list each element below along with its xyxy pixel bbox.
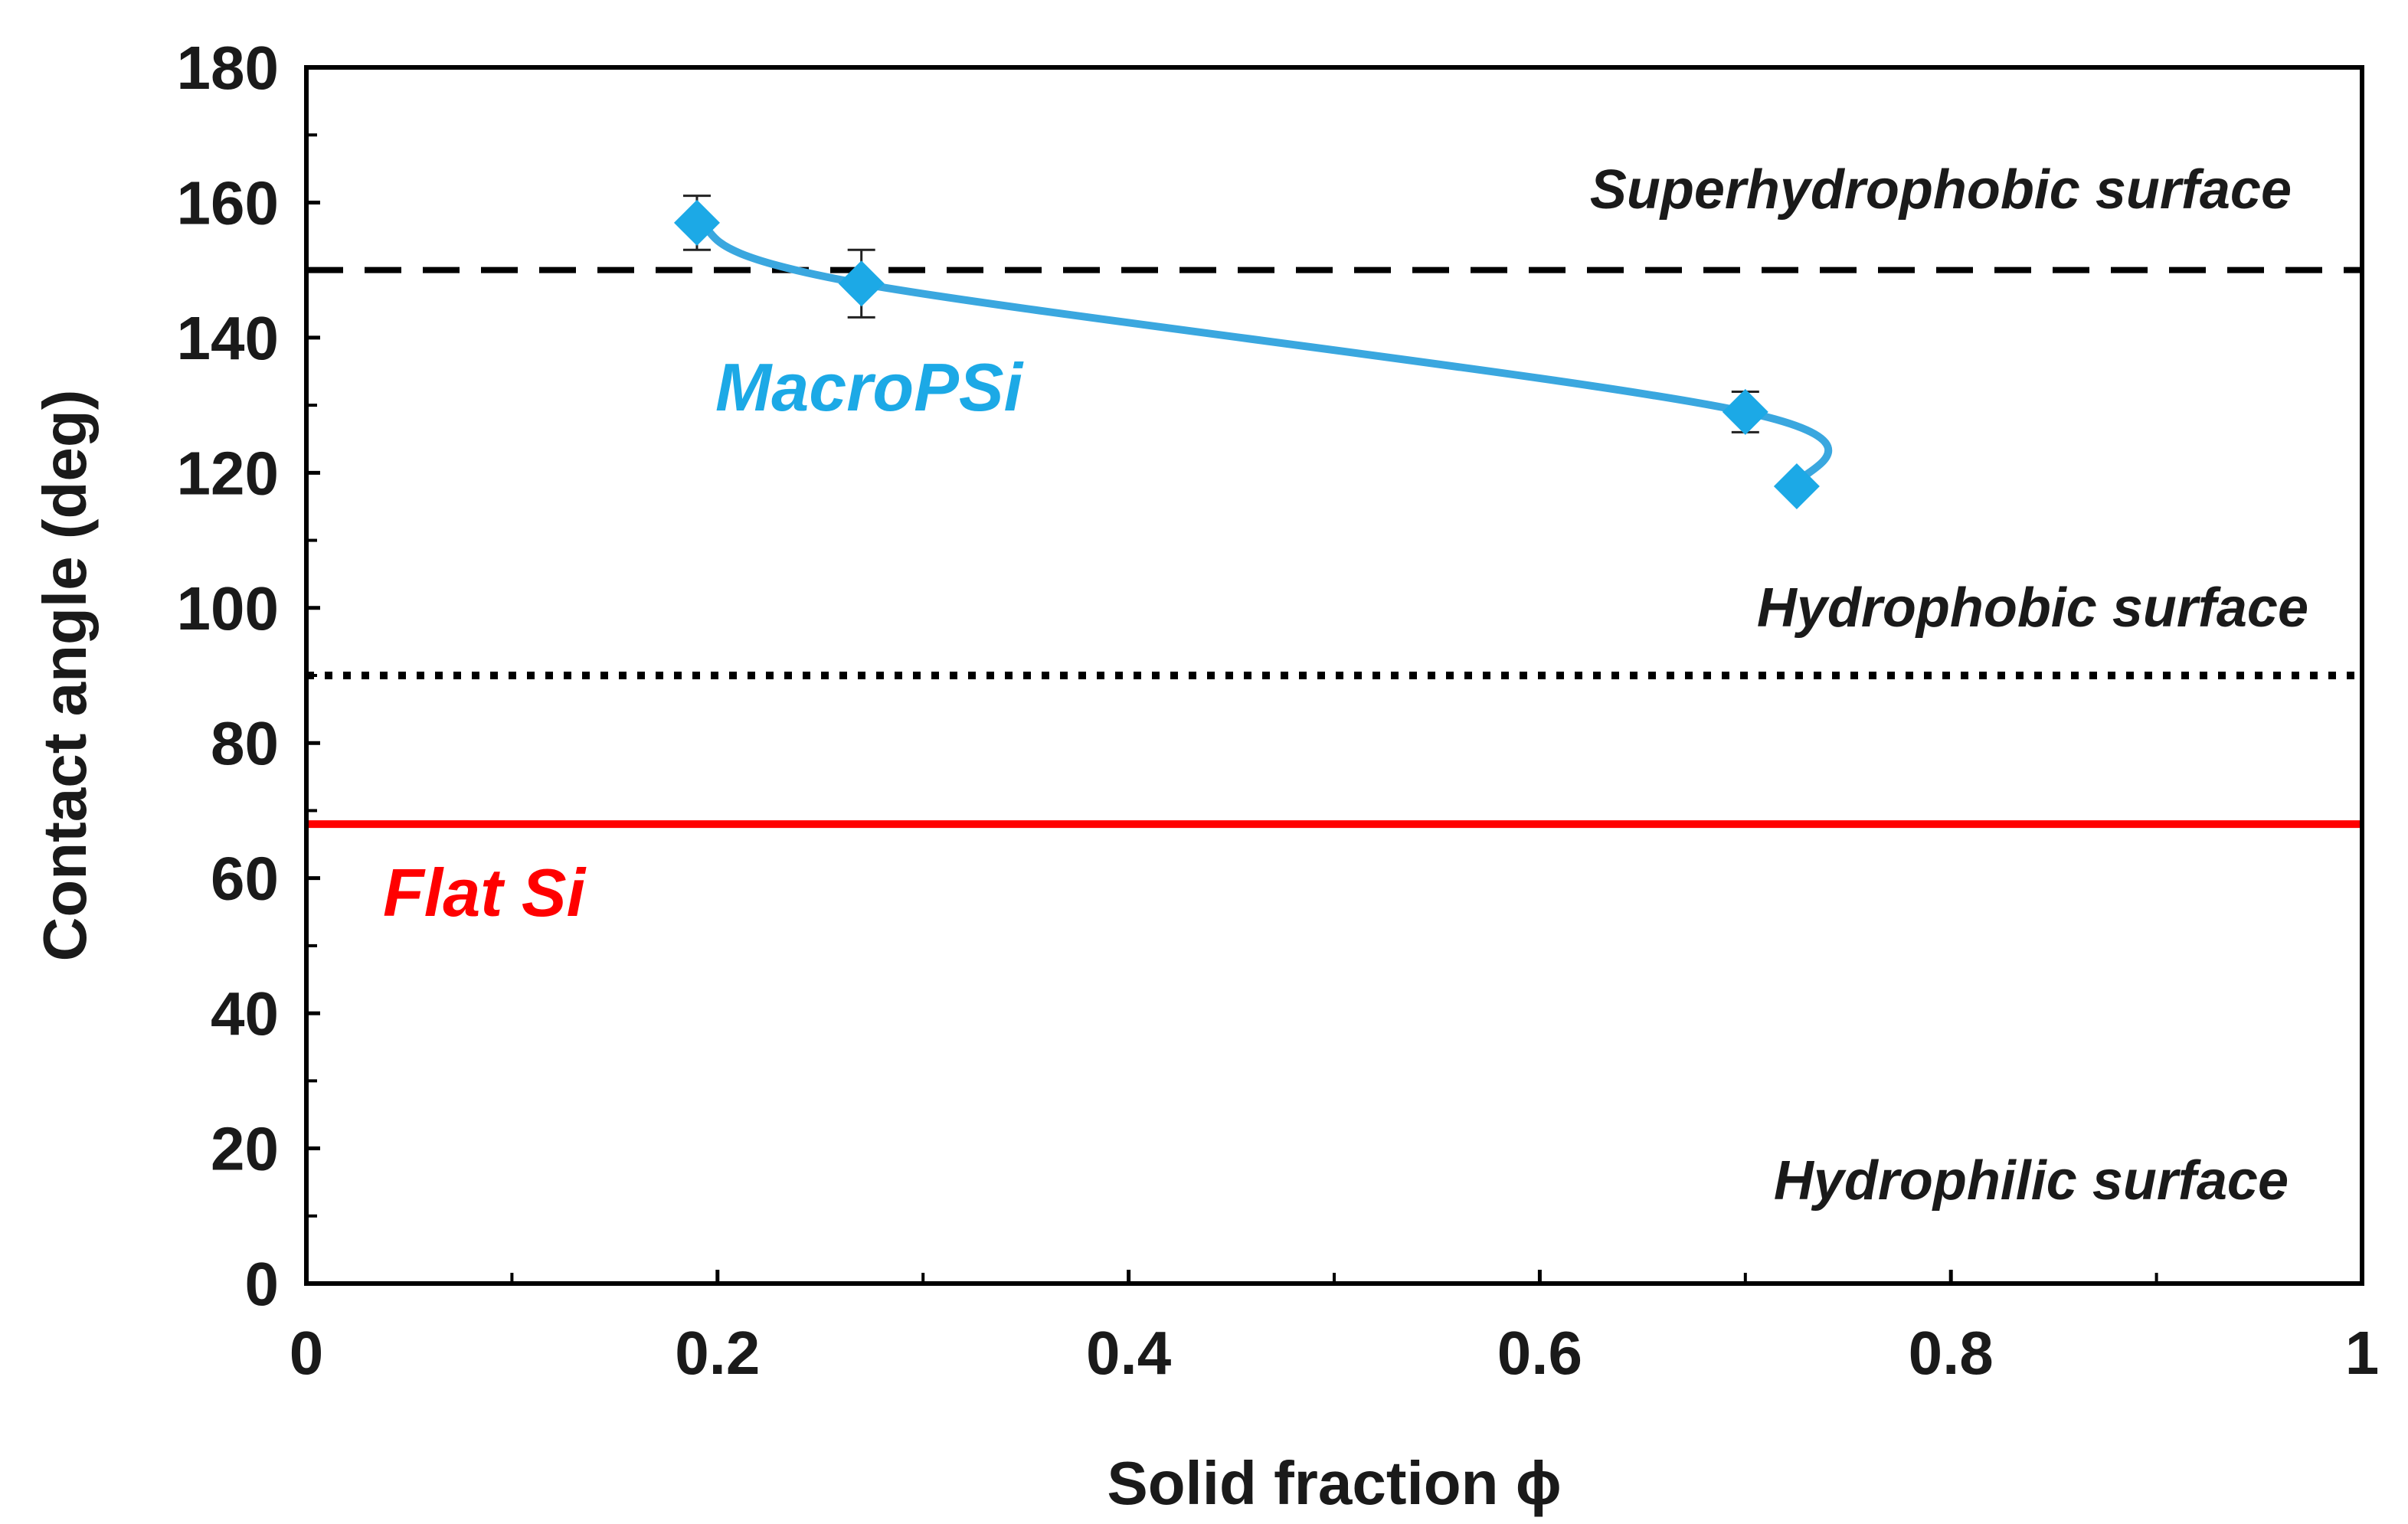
y-tick-label: 140 — [177, 304, 279, 372]
hydrophilic-label: Hydrophilic surface — [1774, 1150, 2289, 1212]
y-tick-label: 80 — [211, 709, 279, 777]
data-point-marker — [1722, 388, 1768, 435]
y-axis-title: Contact angle (deg) — [31, 390, 99, 962]
macropsi-label: MacroPSi — [715, 349, 1024, 425]
macropsi-series — [673, 195, 1833, 509]
y-tick-label: 160 — [177, 168, 279, 237]
data-point-marker — [673, 199, 720, 246]
y-tick-label: 20 — [211, 1115, 279, 1183]
data-point-marker — [1773, 463, 1820, 509]
y-tick-label: 120 — [177, 439, 279, 507]
x-axis-title: Solid fraction ϕ — [1107, 1449, 1561, 1517]
y-axis-ticks: 0 20 40 60 80 100 120 140 160 180 — [177, 34, 320, 1318]
plot-area-frame — [304, 65, 2364, 1286]
macropsi-trend-line — [692, 218, 1833, 490]
flat-si-label: Flat Si — [383, 855, 587, 930]
x-axis-ticks: 0 0.2 0.4 0.6 0.8 1 — [290, 1270, 2380, 1387]
x-tick-label: 0.2 — [675, 1319, 760, 1387]
y-tick-label: 0 — [245, 1250, 280, 1318]
x-tick-label: 0 — [290, 1319, 324, 1387]
y-tick-label: 60 — [211, 845, 279, 913]
y-tick-label: 40 — [211, 979, 279, 1048]
x-tick-label: 0.8 — [1909, 1319, 1994, 1387]
y-tick-label: 180 — [177, 34, 279, 102]
x-tick-label: 0.4 — [1086, 1319, 1172, 1387]
x-tick-label: 0.6 — [1497, 1319, 1582, 1387]
y-tick-label: 100 — [177, 574, 279, 643]
reference-lines — [306, 267, 2362, 829]
hydrophobic-label: Hydrophobic surface — [1757, 577, 2308, 639]
data-point-marker — [838, 260, 885, 307]
x-tick-label: 1 — [2345, 1319, 2380, 1387]
superhydrophobic-label: Superhydrophobic surface — [1590, 159, 2292, 221]
